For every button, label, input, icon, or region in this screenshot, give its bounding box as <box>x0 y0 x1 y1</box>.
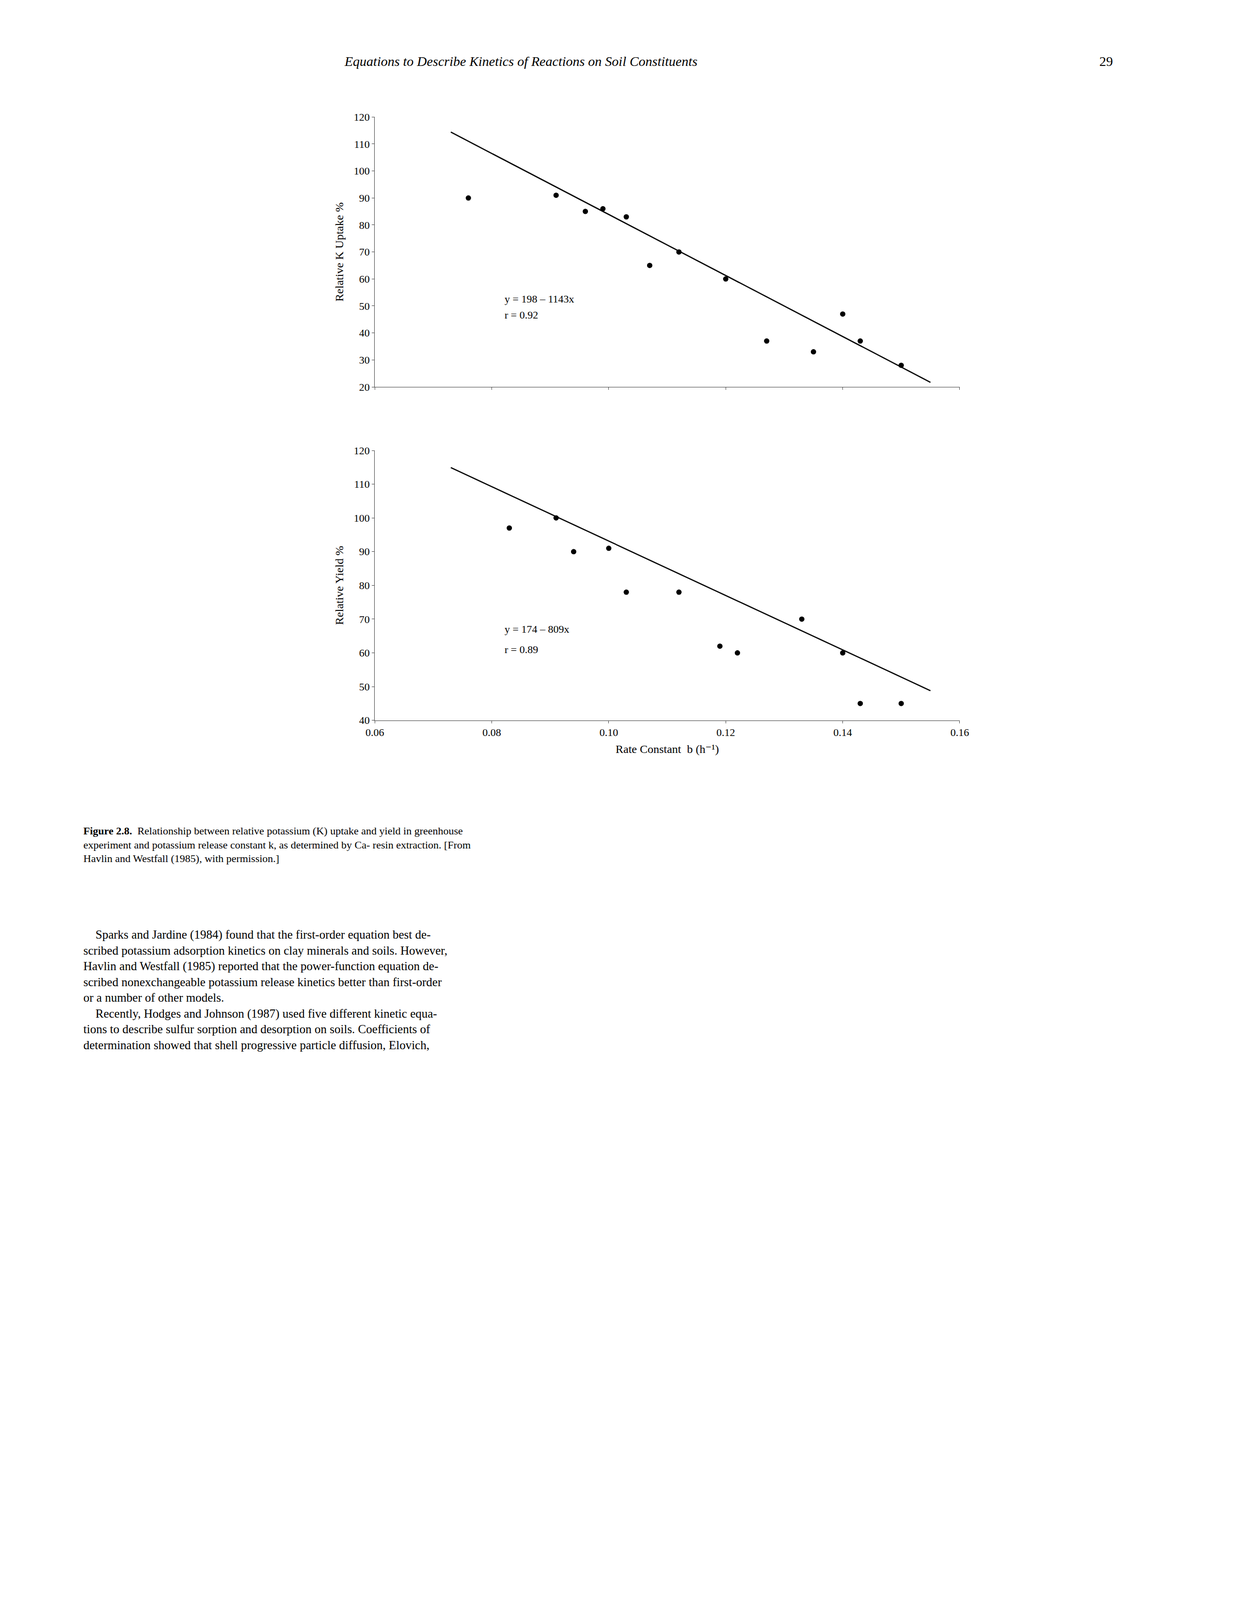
svg-text:r = 0.92: r = 0.92 <box>504 308 539 321</box>
svg-text:Figure 2.8. Relationship betw: Figure 2.8. Relationship between relativ… <box>83 824 471 865</box>
svg-text:120: 120 <box>353 444 370 457</box>
svg-text:60: 60 <box>359 646 370 659</box>
svg-text:90: 90 <box>359 545 370 558</box>
svg-text:0.12: 0.12 <box>716 726 736 739</box>
svg-text:100: 100 <box>353 164 370 177</box>
svg-text:29: 29 <box>1099 53 1113 69</box>
svg-text:110: 110 <box>354 138 370 151</box>
svg-text:r = 0.89: r = 0.89 <box>504 643 539 656</box>
svg-text:60: 60 <box>359 272 370 286</box>
svg-text:80: 80 <box>359 219 370 232</box>
svg-text:Relative Yield %: Relative Yield % <box>333 545 346 625</box>
svg-text:120: 120 <box>353 111 370 124</box>
svg-text:100: 100 <box>353 511 370 524</box>
svg-text:50: 50 <box>359 300 370 313</box>
svg-text:Sparks and Jardine (1984) foun: Sparks and Jardine (1984) found that the… <box>83 927 448 1052</box>
svg-text:0.06: 0.06 <box>365 726 385 739</box>
svg-text:0.08: 0.08 <box>482 726 502 739</box>
svg-text:70: 70 <box>359 613 370 626</box>
svg-text:Relative K Uptake %: Relative K Uptake % <box>333 202 346 302</box>
svg-text:110: 110 <box>354 477 370 491</box>
svg-text:30: 30 <box>359 353 370 366</box>
svg-text:y = 198 – 1143x: y = 198 – 1143x <box>504 292 575 305</box>
svg-text:0.10: 0.10 <box>599 726 619 739</box>
svg-text:Equations to Describe Kinetics: Equations to Describe Kinetics of Reacti… <box>344 53 698 69</box>
svg-text:70: 70 <box>359 245 370 258</box>
svg-text:Rate Constant b (h⁻¹): Rate Constant b (h⁻¹) <box>615 742 719 756</box>
svg-text:0.16: 0.16 <box>950 726 970 739</box>
svg-text:0.14: 0.14 <box>833 726 853 739</box>
svg-text:80: 80 <box>359 579 370 592</box>
svg-text:40: 40 <box>359 326 370 339</box>
svg-text:50: 50 <box>359 680 370 693</box>
svg-text:90: 90 <box>359 191 370 205</box>
svg-text:40: 40 <box>359 713 370 727</box>
svg-text:y = 174 – 809x: y = 174 – 809x <box>504 622 570 635</box>
svg-text:20: 20 <box>359 380 370 394</box>
